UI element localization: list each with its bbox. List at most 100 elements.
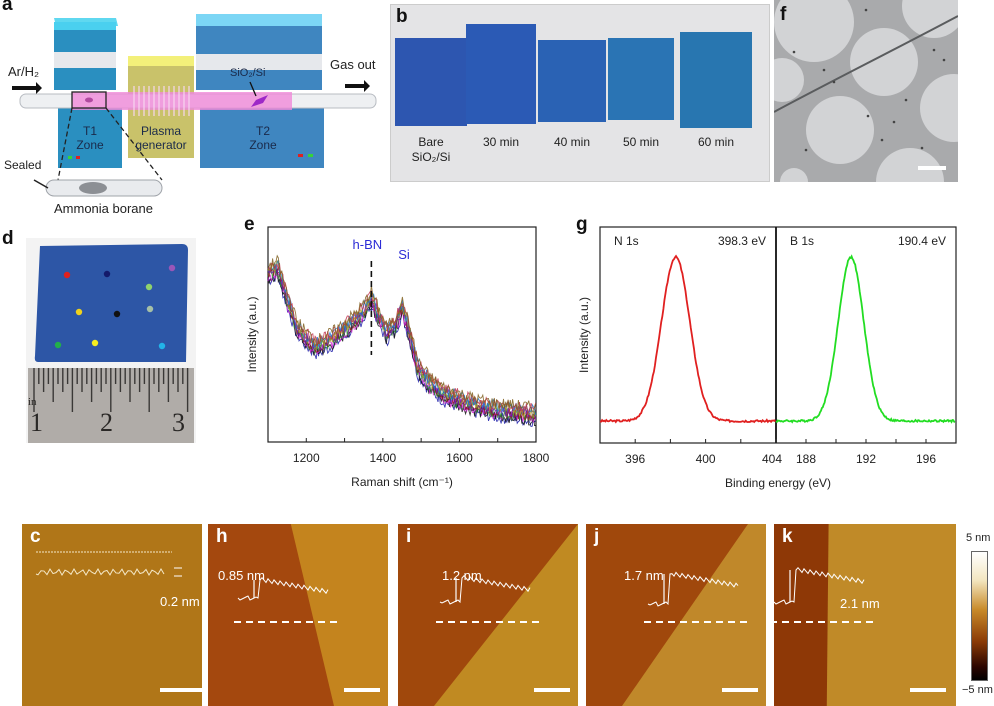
scale-bar: [344, 688, 380, 692]
panel-d-label: d: [2, 228, 14, 249]
precursor-zoom-box: [71, 91, 107, 109]
plasma-glow: [72, 92, 292, 110]
t2-line: T2: [255, 124, 270, 138]
panel-k-label: k: [782, 526, 793, 547]
ruler-number: 2: [100, 408, 113, 437]
wafer-sample: [608, 38, 674, 120]
afm-image-i: i 1.2 nm: [398, 524, 578, 706]
peak-annotation: Si: [398, 247, 410, 262]
measurement-dot: [168, 264, 176, 272]
panel-f-label: f: [780, 4, 787, 25]
wafer-label-line2: SiO₂/Si: [411, 150, 451, 164]
panel-j-label: j: [594, 526, 600, 547]
wafer-label: 50 min: [602, 135, 680, 150]
panel-h-label: h: [216, 526, 228, 547]
wafer-label: 30 min: [460, 135, 542, 150]
outlet-gas-label: Gas out: [330, 57, 376, 72]
measurement-dot: [103, 270, 111, 278]
ruler-number: 1: [30, 408, 43, 437]
x-tick-label: 1600: [446, 451, 473, 465]
panel-g-label: g: [576, 214, 588, 235]
raman-chart: h-BN Si 1200 1400 1600 1800 Raman shift (cm⁻¹)…: [245, 226, 550, 489]
inlet-gas-label: Ar/H₂: [8, 64, 40, 79]
y-axis-label: Intensity (a.u.): [245, 296, 259, 372]
core-level-label: B 1s: [790, 234, 814, 248]
x-tick-label: 1400: [370, 451, 397, 465]
sealed-label: Sealed: [4, 158, 42, 172]
t2-zone-block: [200, 106, 324, 168]
step-height-label: 0.2 nm: [160, 594, 200, 609]
raman-spectrum-line: [267, 254, 537, 414]
profile-trace: [237, 576, 329, 601]
wafer-label: 40 min: [532, 135, 612, 150]
xps-spectrum-line: [775, 254, 956, 424]
afm-image-j: j 1.7 nm: [586, 524, 766, 706]
step-height-label: 2.1 nm: [840, 596, 880, 611]
height-colorbar: [971, 551, 988, 681]
measurement-dot: [54, 341, 62, 349]
panel-e-label: e: [244, 214, 255, 235]
measurement-dot: [158, 342, 166, 350]
measurement-dot: [63, 271, 71, 279]
terrace-region: [826, 524, 956, 706]
x-tick-label: 196: [916, 452, 936, 466]
xps-chart: N 1s 398.3 eV 396 400 404 B 1s 190.4 eV 188 192 1…: [577, 226, 957, 490]
sealed-arrow-icon: [33, 179, 49, 189]
core-level-label: N 1s: [614, 234, 639, 248]
measurement-dot: [91, 339, 99, 347]
plot-frame: [599, 226, 957, 444]
y-axis-label: Intensity (a.u.): [577, 297, 591, 373]
x-tick-label: 188: [796, 452, 816, 466]
afm-image-h: h 0.85 nm: [208, 524, 388, 706]
panel-b-label: b: [396, 6, 408, 27]
t2-top-face: [196, 14, 322, 28]
step-height-label: 1.7 nm: [624, 568, 664, 583]
height-profile: [234, 576, 338, 623]
zone-line: Zone: [76, 138, 104, 152]
zone-line: Zone: [249, 138, 277, 152]
measurement-dot: [146, 305, 154, 313]
measurement-dot: [113, 310, 121, 318]
x-tick-label: 404: [762, 452, 782, 466]
step-height-label: 0.85 nm: [218, 568, 265, 583]
panel-d-photo: [26, 238, 196, 443]
ruler-number: 3: [172, 408, 185, 437]
height-profile: [35, 551, 182, 577]
panel-c-label: c: [30, 526, 41, 547]
xps-spectrum-line: [599, 254, 776, 424]
panel-f-tem-image: [774, 0, 958, 182]
hbn-wafer: [34, 244, 188, 362]
plasma-generator-label: Plasma generator: [132, 124, 190, 152]
scale-bar: [722, 688, 758, 692]
cvd-setup-diagram: [12, 14, 377, 197]
peak-energy-label: 190.4 eV: [898, 234, 946, 248]
step-height-label: 1.2 nm: [442, 568, 482, 583]
x-tick-label: 1200: [293, 451, 320, 465]
scale-bar: [910, 688, 946, 692]
precursor-label: Ammonia borane: [54, 201, 153, 216]
wafer-label-line1: 40 min: [553, 135, 591, 149]
inlet-arrow-icon: [12, 82, 42, 94]
scale-bar: [534, 688, 570, 692]
wafer-label-line1: Bare: [418, 135, 444, 149]
t1-line: T1: [82, 124, 97, 138]
wafer-sample: [538, 40, 606, 122]
panel-a-label: a: [2, 0, 13, 15]
measurement-dot: [145, 283, 153, 291]
x-axis-label: Raman shift (cm⁻¹): [351, 475, 453, 489]
scale-bar: [160, 688, 202, 692]
wafer-label: 60 min: [674, 135, 758, 150]
substrate-label: SiO₂/Si: [230, 67, 266, 79]
x-axis-label: Binding energy (eV): [725, 476, 831, 490]
wafer-label-line1: 60 min: [697, 135, 735, 149]
height-profile: [774, 566, 874, 623]
wafer-label: Bare SiO₂/Si: [389, 135, 473, 165]
substrate-sample: [251, 95, 268, 107]
wafer-sample: [680, 32, 752, 128]
colorbar-min-label: −5 nm: [962, 684, 993, 696]
wafer-sample: [395, 38, 467, 126]
wafer-label-line1: 30 min: [482, 135, 520, 149]
x-tick-label: 192: [856, 452, 876, 466]
x-tick-label: 400: [696, 452, 716, 466]
x-tick-label: 1800: [523, 451, 550, 465]
